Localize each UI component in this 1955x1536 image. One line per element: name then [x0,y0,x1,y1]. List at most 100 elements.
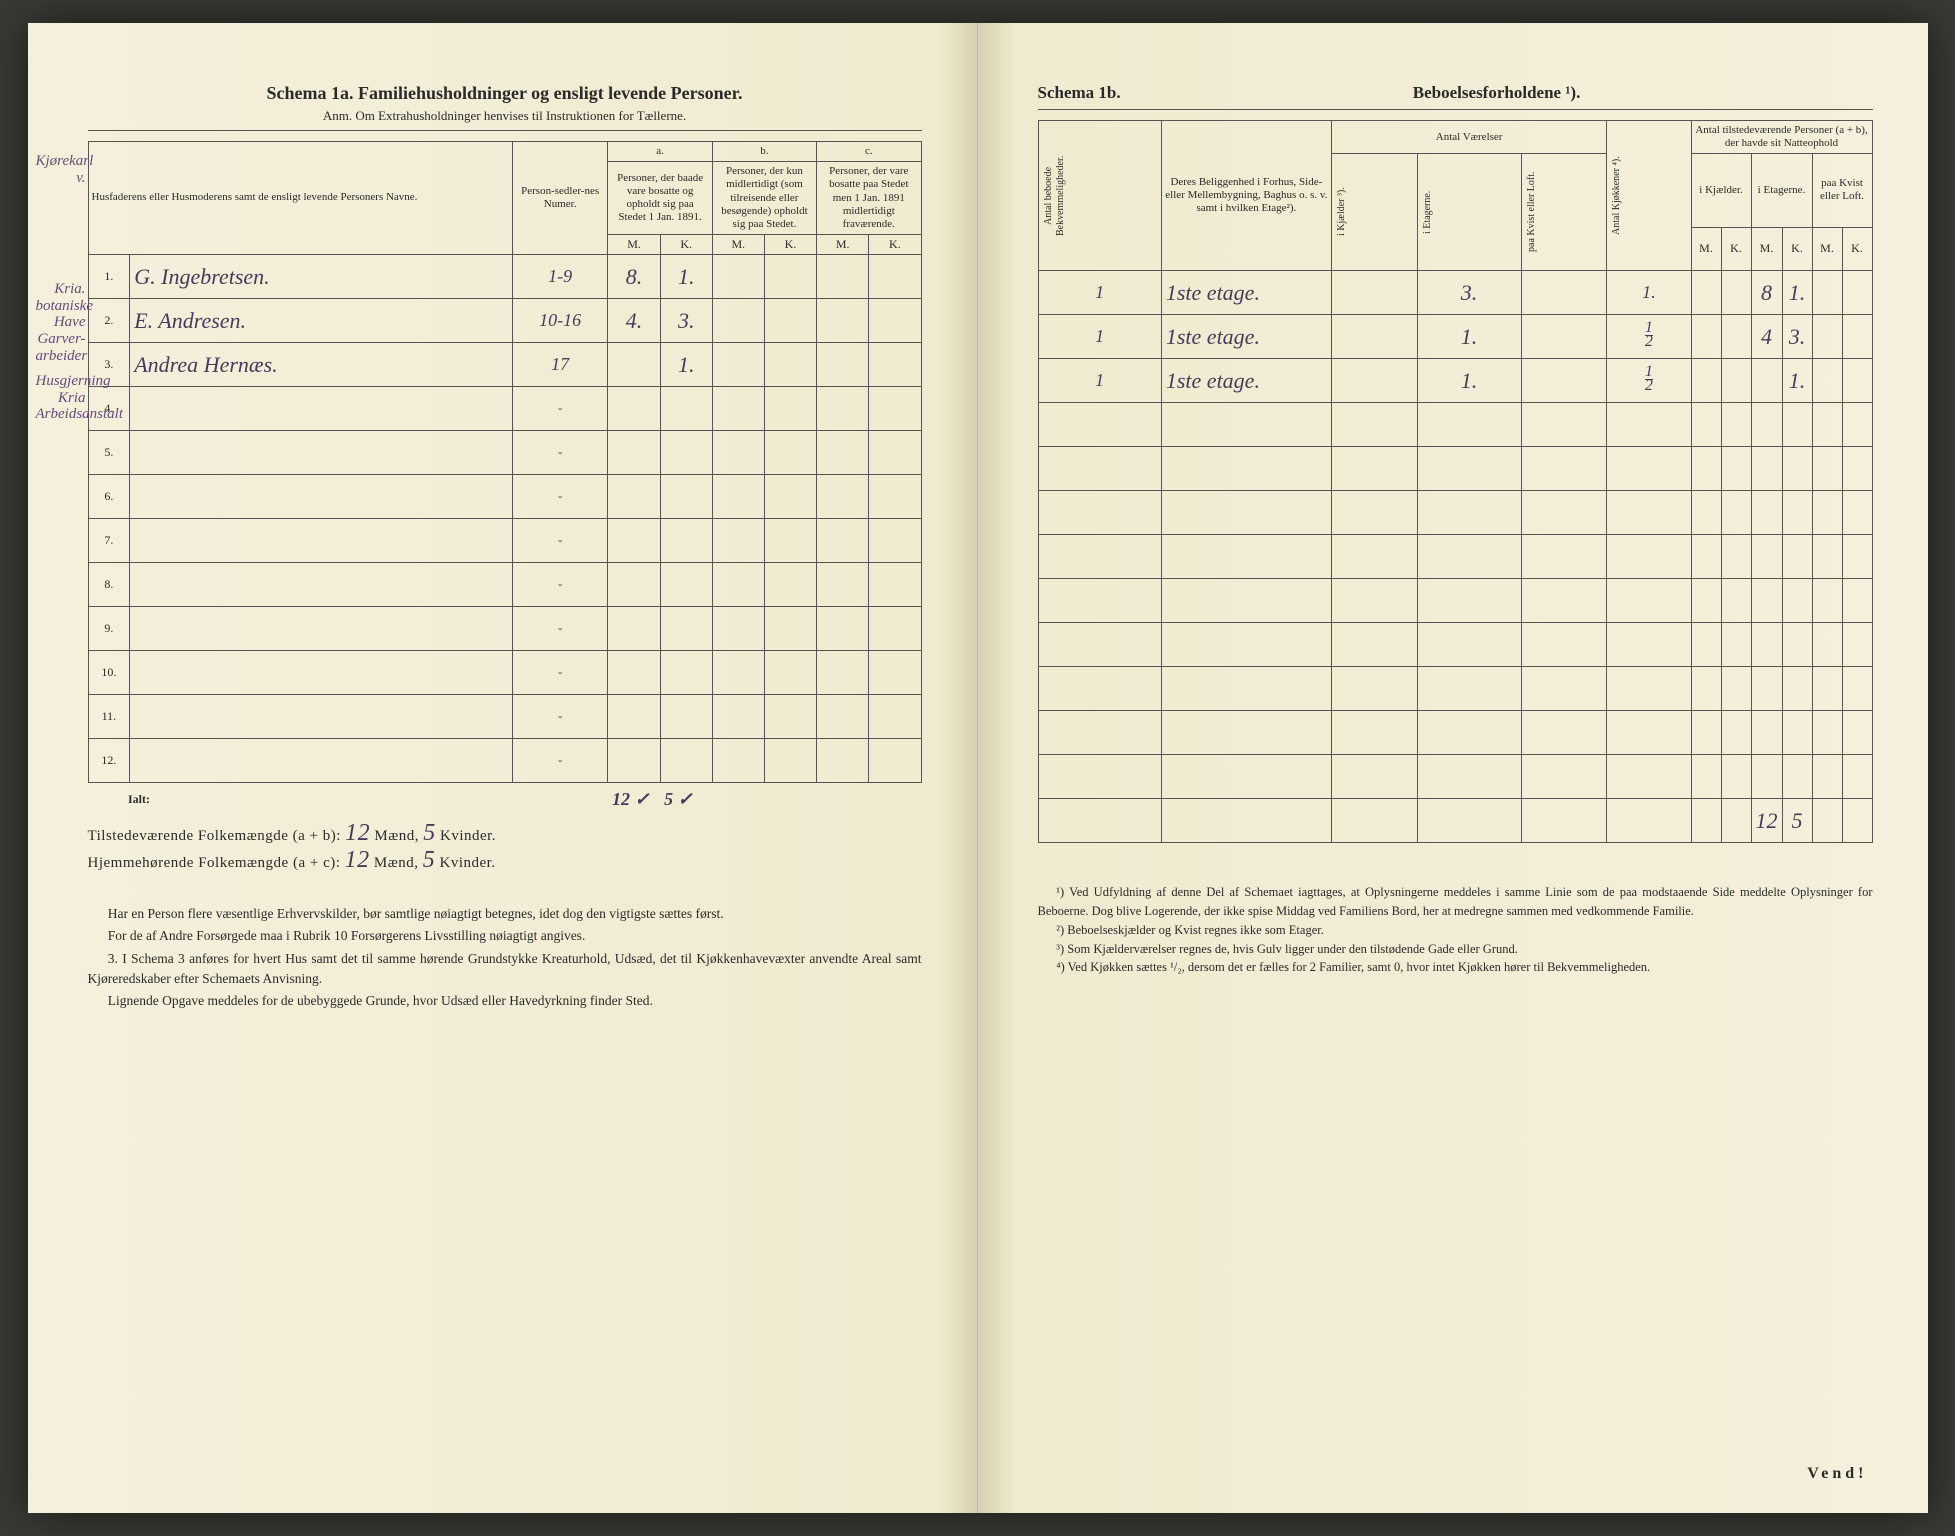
ialt-row: Ialt: 12 ✓ 5 ✓ [88,783,921,813]
table-row: 9.- [88,607,921,651]
table-row: 1 1ste etage. 1. 12 43. [1038,315,1872,359]
kj [1331,359,1417,403]
hdr-ikj: i Kjælder ³). [1335,157,1349,267]
schema-1a-subtitle: Anm. Om Extrahusholdninger henvises til … [88,108,922,131]
aM: 8. [608,255,660,299]
hdr-c-top: c. [817,142,921,162]
row-num: 5. [88,431,130,475]
kok: 12 [1607,315,1691,359]
hdr-pkv: paa Kvist eller Loft. [1525,157,1539,267]
table-row: 1 1ste etage. 1. 12 1. [1038,359,1872,403]
bM [712,255,764,299]
bel: 1ste etage. [1161,359,1331,403]
table-row [1038,711,1872,755]
table-row: 10.- [88,651,921,695]
kvK [1842,359,1872,403]
table-row: 12.- [88,739,921,783]
hdr-kjK: K. [1721,227,1751,271]
et: 1. [1417,359,1521,403]
cM [817,343,869,387]
hdr-a: Personer, der baade vare bosatte og opho… [608,162,712,235]
kvK [1842,271,1872,315]
margin-note-1: Kria. botaniske Have [36,281,86,331]
table-row: 11.- [88,695,921,739]
kvM [1812,359,1842,403]
table-row [1038,667,1872,711]
ialt-label: Ialt: [88,783,512,813]
pn-cell: 10-16 [512,299,608,343]
kjK [1721,315,1751,359]
row-num: 2. [88,299,130,343]
left-footer-text: Har en Person flere væsentlige Erhvervsk… [88,904,922,1011]
hdr-kvM: M. [1812,227,1842,271]
hdr-pkv2: paa Kvist eller Loft. [1812,154,1872,227]
hdr-c: Personer, der vare bosatte paa Stedet me… [817,162,921,235]
kvM [1812,315,1842,359]
margin-note-3: Husgjerning Kria Arbeidsanstalt [36,373,86,423]
cK [869,343,921,387]
bk: 1 [1038,271,1161,315]
fn4: ⁴) Ved Kjøkken sættes ¹/₂, dersom det er… [1038,958,1873,977]
schema-1a-table: Husfaderens eller Husmoderens samt de en… [88,141,922,812]
sum1-mlabel: Mænd, [374,828,419,844]
table-row: 8.- [88,563,921,607]
hdr-aM: M. [608,235,660,255]
aK: 3. [660,299,712,343]
cM [817,299,869,343]
kj [1331,271,1417,315]
bK [764,299,816,343]
summary-block: Tilstedeværende Folkemængde (a + b): 12 … [88,820,922,874]
hdr-etM: M. [1751,227,1782,271]
kjM [1691,359,1721,403]
table-row [1038,403,1872,447]
hdr-iet: i Etagerne. [1421,157,1435,267]
pn-cell: 1-9 [512,255,608,299]
kok: 1. [1607,271,1691,315]
table-row: 1. G. Ingebretsen. 1-9 8. 1. [88,255,921,299]
table-row [1038,579,1872,623]
hdr-aK: K. [660,235,712,255]
right-footnotes: ¹) Ved Udfyldning af denne Del af Schema… [1038,883,1873,977]
fn2: ²) Beboelseskjælder og Kvist regnes ikke… [1038,921,1873,940]
table-row [1038,755,1872,799]
aK: 1. [660,343,712,387]
name-cell: G. Ingebretsen. [130,255,513,299]
name-cell: Andrea Hernæs. [130,343,513,387]
hdr-iet2: i Etagerne. [1751,154,1812,227]
kj [1331,315,1417,359]
kjK [1721,359,1751,403]
table-row: 2. E. Andresen. 10-16 4. 3. [88,299,921,343]
hdr-bM: M. [712,235,764,255]
kjM [1691,271,1721,315]
kvM [1812,271,1842,315]
foot-p3: 3. I Schema 3 anføres for hvert Hus samt… [88,949,922,990]
left-page: Schema 1a. Familiehusholdninger og ensli… [28,23,978,1513]
aK: 1. [660,255,712,299]
row-num: 10. [88,651,130,695]
etM: 4 [1751,315,1782,359]
bel: 1ste etage. [1161,271,1331,315]
bM [712,299,764,343]
cK [869,299,921,343]
sum1-k: 5 [423,820,436,846]
fn3: ³) Som Kjælderværelser regnes de, hvis G… [1038,940,1873,959]
sum2-k: 5 [423,847,436,873]
row-num: 9. [88,607,130,651]
table-row: 4.- [88,387,921,431]
sum2-klabel: Kvinder. [440,855,496,871]
hdr-bekv: Antal beboede Bekvemmeligheder. [1042,141,1068,251]
name-cell: E. Andresen. [130,299,513,343]
row-num: 1. [88,255,130,299]
table-row [1038,535,1872,579]
bK [764,343,816,387]
table-row [1038,447,1872,491]
kv [1521,315,1607,359]
table-row [1038,491,1872,535]
kok: 12 [1607,359,1691,403]
census-book: Schema 1a. Familiehusholdninger og ensli… [28,23,1928,1513]
hdr-cK: K. [869,235,921,255]
hdr-pers: Antal tilstedeværende Personer (a + b), … [1691,121,1872,154]
table-row: 7.- [88,519,921,563]
hdr-b-top: b. [712,142,816,162]
sum-row: 12 5 [1038,799,1872,843]
